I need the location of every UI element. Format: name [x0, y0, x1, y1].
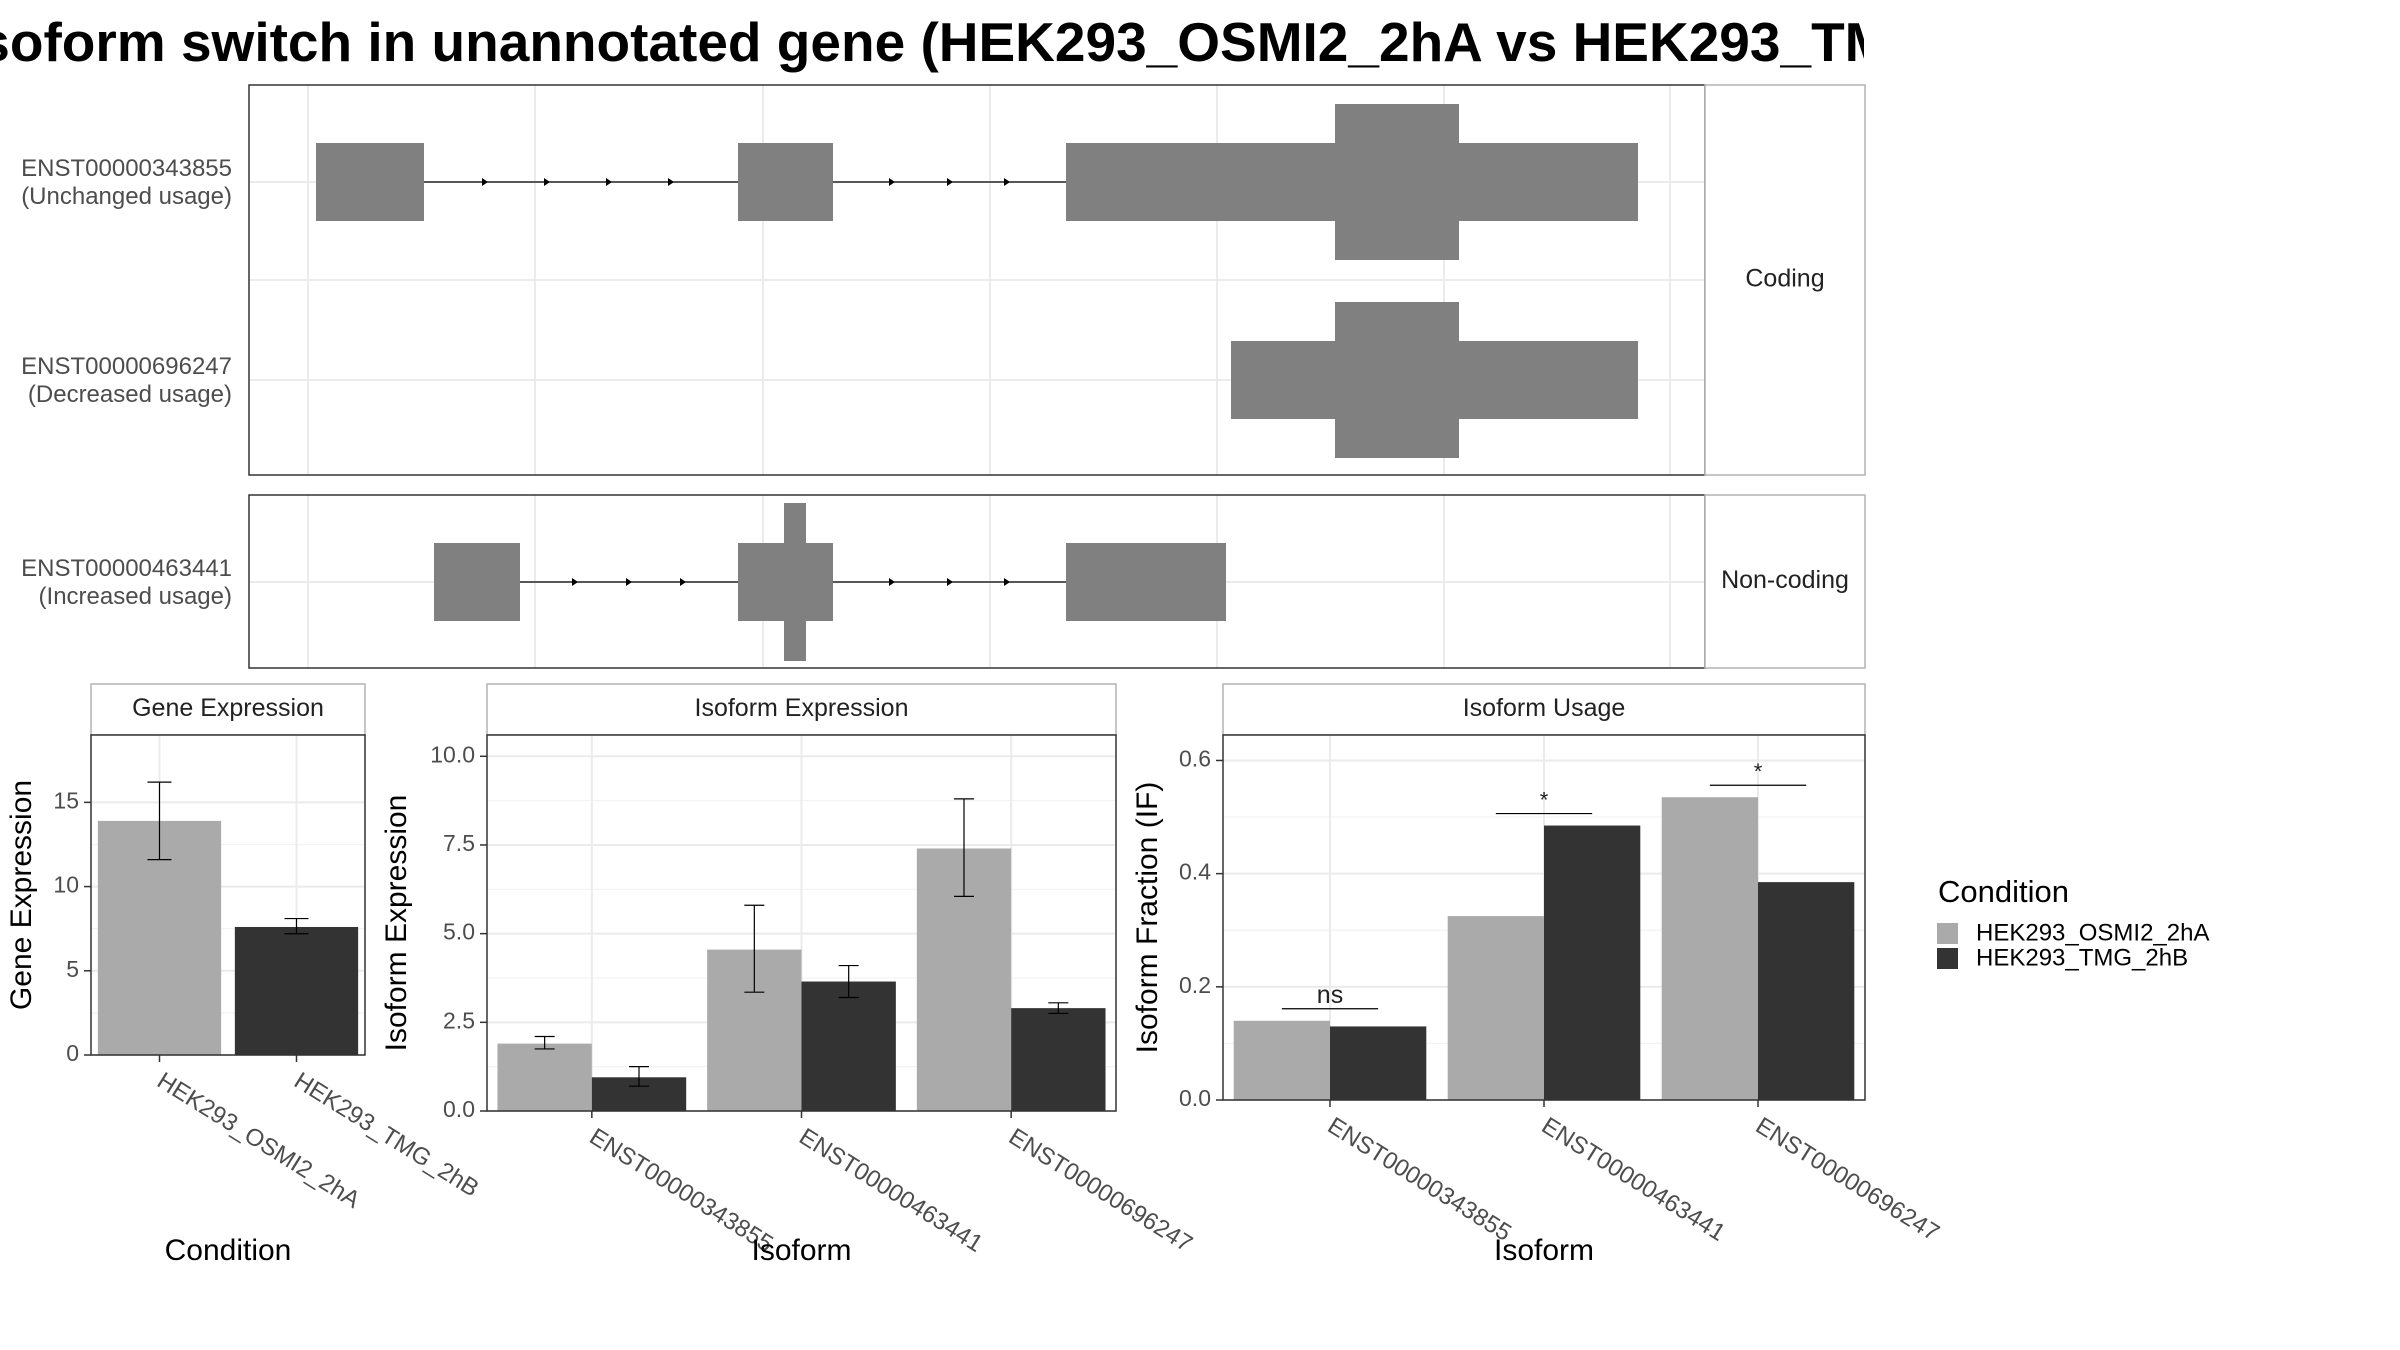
iso-expr-bar: [801, 981, 896, 1111]
iso-usage-xtick-label: ENST00000463441: [1537, 1112, 1730, 1247]
row-343855-arrow: [544, 178, 550, 186]
iso-usage-ytick-label: 0.0: [1179, 1085, 1211, 1111]
gene-expr-ytick-label: 10: [53, 872, 79, 898]
row-343855-usage: (Unchanged usage): [21, 183, 232, 210]
iso-expr-ytick-label: 5.0: [443, 919, 475, 945]
row-463441-arrow: [572, 578, 578, 586]
row-343855-arrow: [1004, 178, 1010, 186]
row-463441-arrow: [1004, 578, 1010, 586]
iso-usage-xaxis-title: Isoform: [1494, 1234, 1594, 1267]
iso-expr-bar: [1011, 1008, 1106, 1111]
iso-usage-bar: [1233, 1020, 1330, 1100]
legend-item-label: HEK293_TMG_2hB: [1976, 944, 2188, 971]
iso-usage-ytick-label: 0.6: [1179, 746, 1211, 772]
coding-strip: [1704, 84, 1866, 476]
row-343855-arrow: [947, 178, 953, 186]
iso-usage-bar: [1447, 916, 1544, 1100]
gene-expr-yaxis-title: Gene Expression: [5, 780, 38, 1010]
gene-expr-xaxis-title: Condition: [165, 1234, 292, 1267]
row-343855-id: ENST00000343855: [21, 155, 232, 182]
exon-463441-peak: [784, 503, 806, 661]
legend-swatch: [1937, 923, 1958, 944]
exon-343855-1: [316, 143, 424, 221]
iso-expr-xaxis-title: Isoform: [751, 1234, 851, 1267]
title-clip: Isoform switch in unannotated gene (HEK2…: [0, 0, 1873, 80]
iso-expr-xtick-label: ENST00000343855: [585, 1123, 778, 1258]
row-463441-arrow: [947, 578, 953, 586]
gene-expr-ytick-label: 15: [53, 787, 79, 813]
legend-swatch: [1937, 948, 1958, 969]
iso-usage-bar: [1661, 797, 1758, 1100]
iso-expr-ytick-label: 10.0: [430, 741, 475, 767]
iso-expr-strip: [486, 683, 1117, 736]
gene-expr-strip: [90, 683, 366, 736]
iso-usage-xtick-label: ENST00000343855: [1323, 1112, 1516, 1247]
iso-usage-sig-label: *: [1754, 759, 1763, 784]
iso-expr-bar: [497, 1043, 592, 1111]
cds-696247: [1335, 302, 1459, 458]
row-463441-id: ENST00000463441: [21, 555, 232, 582]
iso-usage-xtick-label: ENST00000696247: [1751, 1112, 1944, 1247]
gene-expr-ytick-label: 0: [66, 1040, 79, 1066]
noncoding-strip-label: Non-coding: [1721, 566, 1849, 594]
row-463441-arrow: [626, 578, 632, 586]
row-696247-usage: (Decreased usage): [28, 381, 232, 408]
iso-expr-ytick-label: 2.5: [443, 1007, 475, 1033]
coding-strip-label: Coding: [1745, 265, 1824, 293]
iso-usage-ytick-label: 0.4: [1179, 859, 1211, 885]
figure-title: Isoform switch in unannotated gene (HEK2…: [0, 11, 1864, 73]
iso-expr-yaxis-title: Isoform Expression: [380, 795, 413, 1052]
row-343855-arrow: [889, 178, 895, 186]
gene-expr-plot-border: [90, 734, 366, 1056]
row-696247-id: ENST00000696247: [21, 353, 232, 380]
iso-expr-ytick-label: 7.5: [443, 830, 475, 856]
row-343855-arrow: [668, 178, 674, 186]
gene-expr-strip-title: Gene Expression: [132, 694, 324, 722]
iso-usage-strip-title: Isoform Usage: [1463, 694, 1626, 722]
iso-usage-sig-label: *: [1540, 788, 1549, 813]
iso-usage-strip: [1222, 683, 1866, 736]
row-463441-usage: (Increased usage): [39, 583, 232, 610]
iso-usage-bar: [1758, 882, 1855, 1100]
iso-usage-sig-label: ns: [1317, 981, 1343, 1009]
legend-item-label: HEK293_OSMI2_2hA: [1976, 919, 2209, 946]
iso-usage-ytick-label: 0.2: [1179, 972, 1211, 998]
exon-463441-3: [1066, 543, 1226, 621]
gene-expr-ytick-label: 5: [66, 956, 79, 982]
iso-expr-strip-title: Isoform Expression: [695, 694, 909, 722]
iso-expr-xtick-label: ENST00000696247: [1004, 1123, 1197, 1258]
noncoding-strip: [1704, 494, 1866, 669]
cds-343855: [1335, 104, 1459, 260]
row-343855-arrow: [482, 178, 488, 186]
gene-expr-bar: [234, 927, 359, 1055]
row-463441-arrow: [680, 578, 686, 586]
exon-463441-1: [434, 543, 520, 621]
row-463441-arrow: [889, 578, 895, 586]
iso-usage-bar: [1544, 825, 1641, 1100]
iso-usage-yaxis-title: Isoform Fraction (IF): [1131, 782, 1164, 1054]
row-343855-arrow: [606, 178, 612, 186]
legend-title: Condition: [1938, 874, 2069, 909]
iso-expr-ytick-label: 0.0: [443, 1096, 475, 1122]
exon-343855-2: [738, 143, 833, 221]
iso-usage-bar: [1330, 1026, 1427, 1100]
